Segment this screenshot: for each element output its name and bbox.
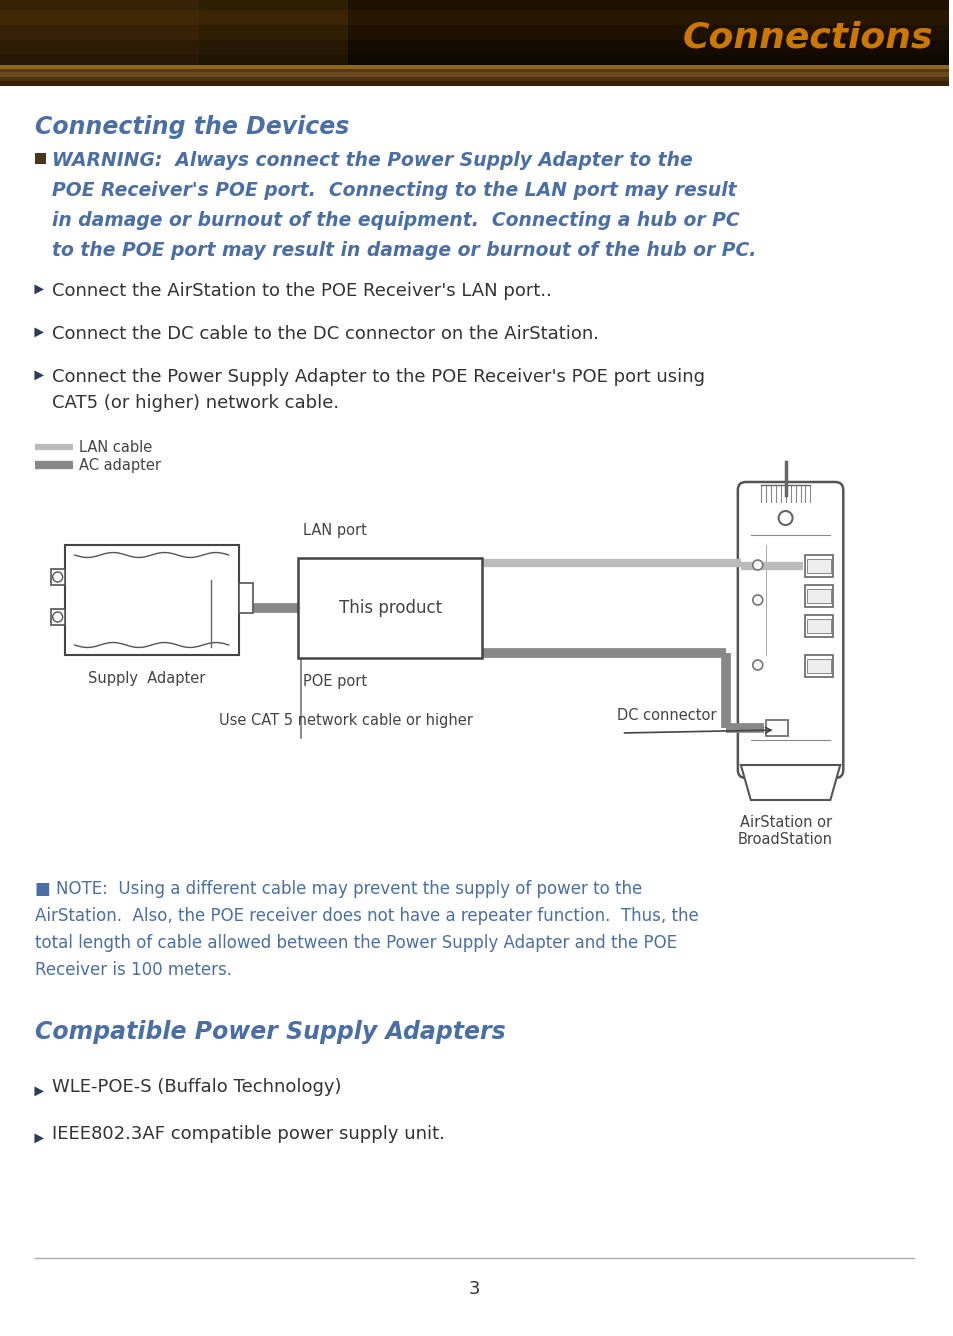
Bar xyxy=(348,0,947,65)
Text: ◀: ◀ xyxy=(34,282,45,295)
Bar xyxy=(0,0,947,9)
Text: POE Receiver's POE port.  Connecting to the LAN port may result: POE Receiver's POE port. Connecting to t… xyxy=(51,180,736,200)
Text: POE port: POE port xyxy=(303,673,367,689)
Bar xyxy=(238,582,253,613)
Text: 3: 3 xyxy=(468,1280,479,1299)
Bar xyxy=(0,69,947,72)
Text: ◀: ◀ xyxy=(34,325,45,338)
Polygon shape xyxy=(740,766,840,800)
Text: AirStation.  Also, the POE receiver does not have a repeater function.  Thus, th: AirStation. Also, the POE receiver does … xyxy=(34,907,698,925)
Text: Supply  Adapter: Supply Adapter xyxy=(88,671,205,685)
Circle shape xyxy=(752,660,761,669)
Text: AirStation or
BroadStation: AirStation or BroadStation xyxy=(738,815,832,847)
Text: CAT5 (or higher) network cable.: CAT5 (or higher) network cable. xyxy=(51,394,338,411)
Text: This product: This product xyxy=(338,599,441,617)
Text: LAN port: LAN port xyxy=(303,522,367,538)
Bar xyxy=(0,25,947,40)
Text: DC connector: DC connector xyxy=(616,708,716,723)
Text: Use CAT 5 network cable or higher: Use CAT 5 network cable or higher xyxy=(218,713,472,728)
Bar xyxy=(804,585,833,607)
Bar xyxy=(804,554,833,577)
Text: to the POE port may result in damage or burnout of the hub or PC.: to the POE port may result in damage or … xyxy=(51,240,756,261)
Bar xyxy=(806,589,830,603)
Bar xyxy=(34,154,46,164)
Text: Connect the DC cable to the DC connector on the AirStation.: Connect the DC cable to the DC connector… xyxy=(51,325,598,343)
Bar xyxy=(765,720,787,736)
Text: in damage or burnout of the equipment.  Connecting a hub or PC: in damage or burnout of the equipment. C… xyxy=(51,211,739,230)
Bar xyxy=(0,40,947,55)
Bar xyxy=(0,55,947,65)
Text: Connecting the Devices: Connecting the Devices xyxy=(34,115,349,139)
Text: Connect the AirStation to the POE Receiver's LAN port..: Connect the AirStation to the POE Receiv… xyxy=(51,282,551,301)
Circle shape xyxy=(778,510,792,525)
Text: Connections: Connections xyxy=(681,20,932,53)
Text: ◀: ◀ xyxy=(34,367,45,381)
Bar xyxy=(0,65,947,69)
Text: ◀: ◀ xyxy=(34,1083,45,1097)
Bar xyxy=(65,545,238,655)
Bar xyxy=(51,569,65,585)
Bar xyxy=(0,9,947,25)
Text: ◀: ◀ xyxy=(34,1132,45,1144)
Text: LAN cable: LAN cable xyxy=(78,440,152,454)
Bar xyxy=(298,558,482,659)
Text: ■ NOTE:  Using a different cable may prevent the supply of power to the: ■ NOTE: Using a different cable may prev… xyxy=(34,880,641,898)
Text: total length of cable allowed between the Power Supply Adapter and the POE: total length of cable allowed between th… xyxy=(34,934,676,953)
Circle shape xyxy=(52,572,63,582)
Text: Connect the Power Supply Adapter to the POE Receiver's POE port using: Connect the Power Supply Adapter to the … xyxy=(51,367,704,386)
Bar xyxy=(0,0,198,65)
Text: WLE-POE-S (Buffalo Technology): WLE-POE-S (Buffalo Technology) xyxy=(51,1078,341,1096)
Circle shape xyxy=(752,595,761,605)
Bar xyxy=(804,615,833,637)
Text: WARNING:  Always connect the Power Supply Adapter to the: WARNING: Always connect the Power Supply… xyxy=(51,151,692,170)
Bar xyxy=(0,72,947,77)
Bar xyxy=(806,619,830,633)
FancyBboxPatch shape xyxy=(737,482,842,778)
Text: Compatible Power Supply Adapters: Compatible Power Supply Adapters xyxy=(34,1019,505,1043)
Bar xyxy=(198,0,348,65)
Bar xyxy=(0,77,947,81)
Bar xyxy=(51,609,65,625)
Bar xyxy=(806,558,830,573)
Bar xyxy=(804,655,833,677)
Text: AC adapter: AC adapter xyxy=(78,457,160,473)
Circle shape xyxy=(52,612,63,623)
Bar xyxy=(0,81,947,86)
Text: Receiver is 100 meters.: Receiver is 100 meters. xyxy=(34,961,232,979)
Bar xyxy=(806,659,830,673)
Circle shape xyxy=(752,560,761,570)
Text: IEEE802.3AF compatible power supply unit.: IEEE802.3AF compatible power supply unit… xyxy=(51,1125,444,1144)
